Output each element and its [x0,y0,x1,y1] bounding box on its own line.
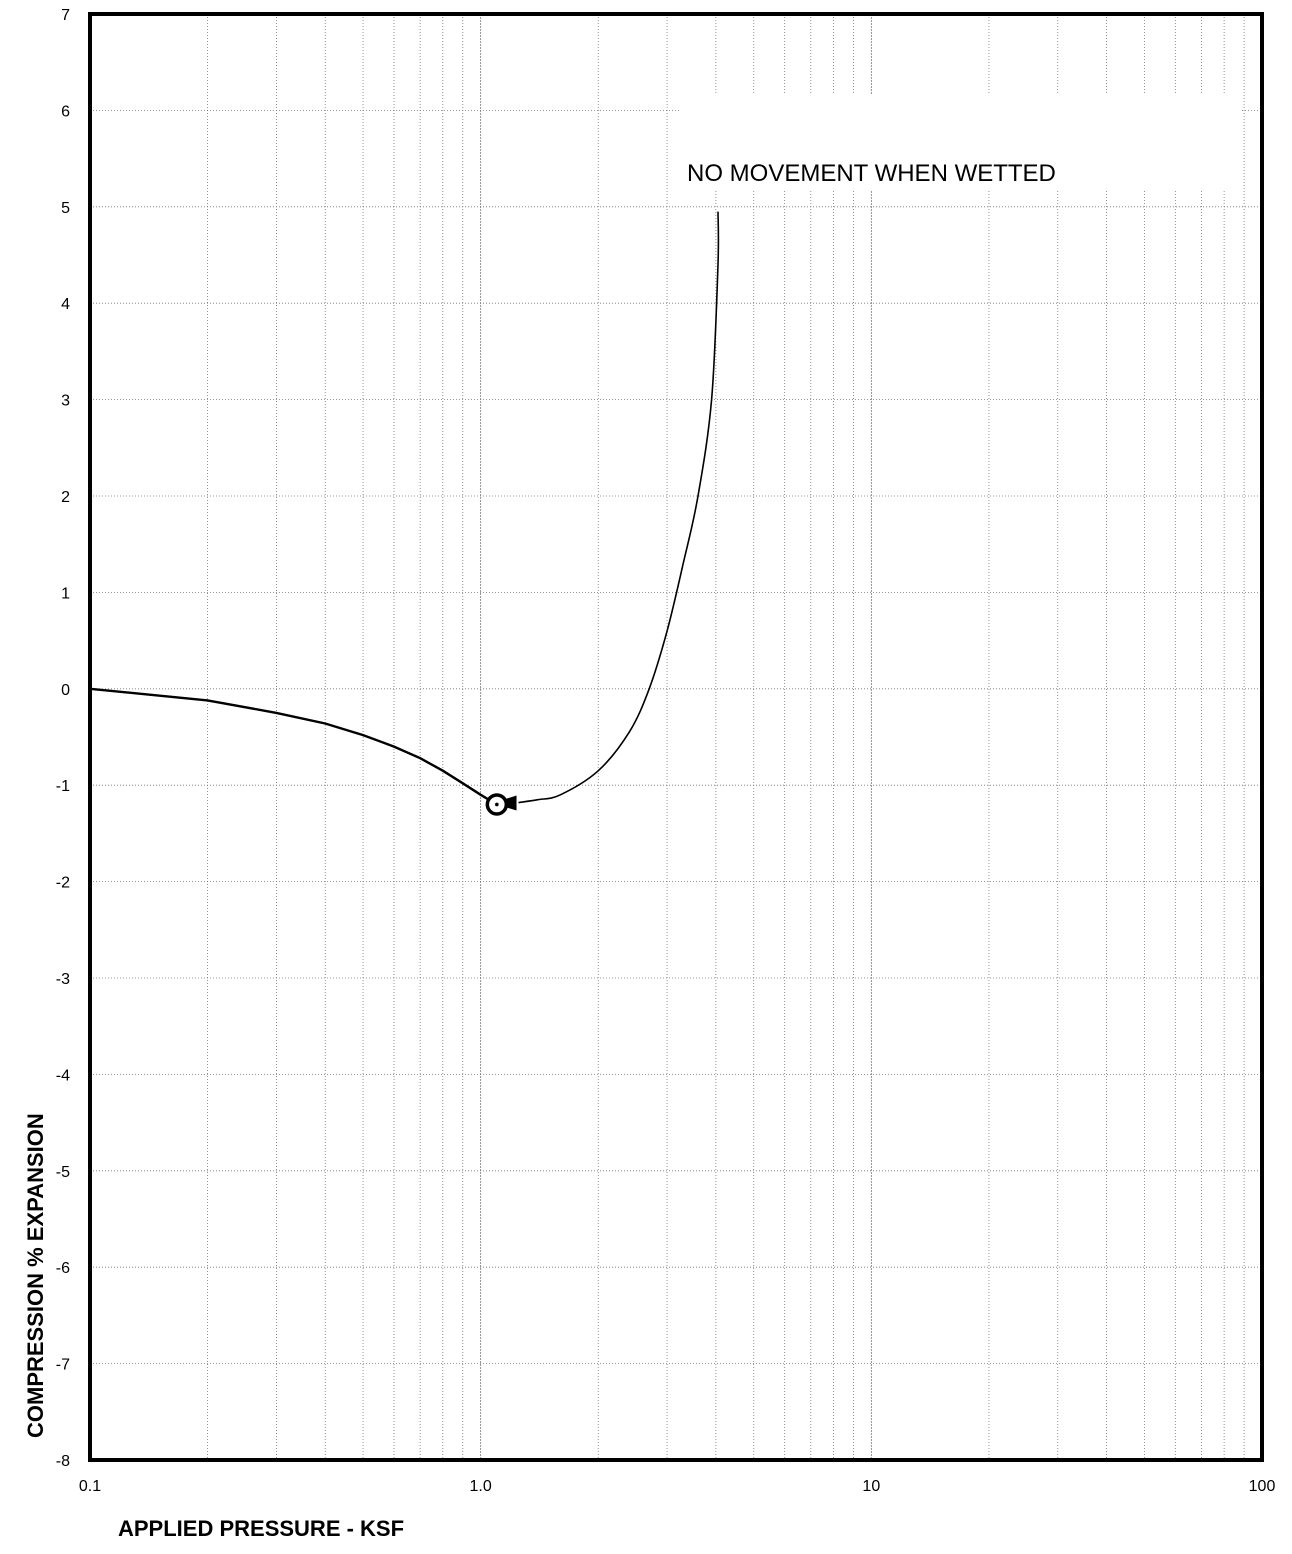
y-tick-label: -1 [56,778,70,795]
grid-layer [90,14,1262,1460]
y-tick-label: -3 [56,971,70,988]
y-axis-title: COMPRESSION % EXPANSION [23,1113,48,1438]
y-tick-label: 3 [61,393,70,410]
x-tick-label: 1.0 [470,1478,492,1495]
y-tick-label: 2 [61,489,70,506]
y-tick-label: 7 [61,7,70,24]
y-tick-label: 0 [61,682,70,699]
y-tick-label: -4 [56,1067,70,1084]
plot-frame [88,12,1264,1462]
wetting-point-center [495,802,499,807]
y-tick-label: -2 [56,875,70,892]
annotation-label: NO MOVEMENT WHEN WETTED [687,160,1056,187]
y-tick-label: 5 [61,200,70,217]
y-tick-label: -7 [56,1357,70,1374]
y-tick-label: -5 [56,1164,70,1181]
data-layer [89,211,720,816]
y-tick-label: 6 [61,103,70,120]
x-tick-label: 100 [1249,1478,1276,1495]
rebound-curve-line [518,211,720,804]
x-tick-label: 10 [862,1478,880,1495]
y-tick-label: -8 [56,1453,70,1470]
x-tick-label: 0.1 [79,1478,101,1495]
y-tick-label: -6 [56,1260,70,1277]
x-axis-title: APPLIED PRESSURE - KSF [118,1516,404,1541]
frame-layer [88,12,1264,1462]
annotation-background [680,95,1240,191]
y-tick-label: 4 [61,296,70,313]
loading-curve-line [89,687,498,806]
y-tick-label: 1 [61,585,70,602]
